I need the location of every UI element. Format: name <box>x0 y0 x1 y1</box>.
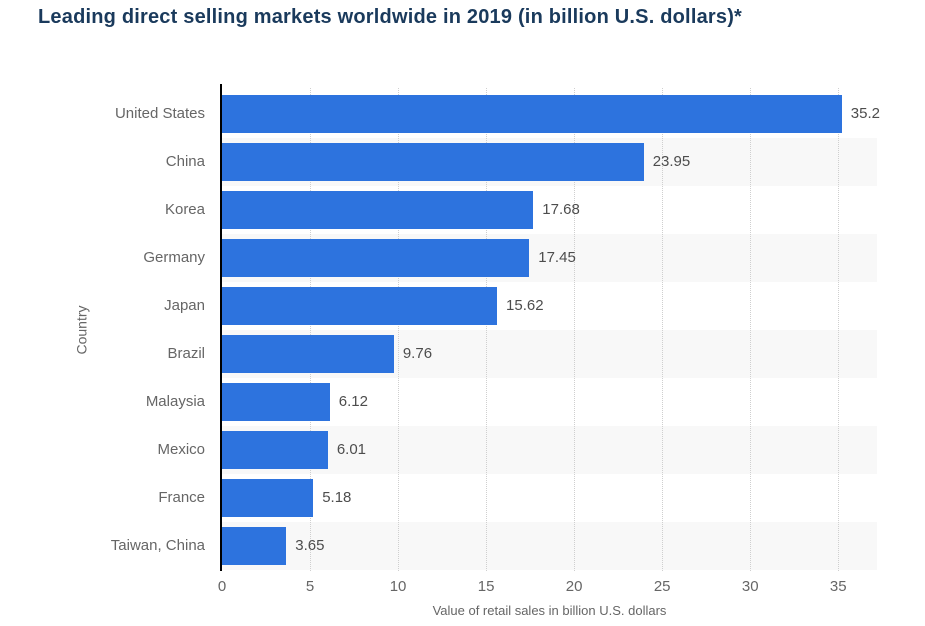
category-label: Mexico <box>157 441 205 458</box>
x-axis-ticks: 0 5 10 15 20 25 30 35 <box>218 578 877 598</box>
category-label: United States <box>114 105 205 122</box>
bar <box>222 191 534 229</box>
bar-row: France 5.18 <box>0 474 925 522</box>
bar <box>222 95 842 133</box>
bar-row: Brazil 9.76 <box>0 330 925 378</box>
bar <box>222 143 644 181</box>
value-label: 5.18 <box>322 489 352 506</box>
value-label: 15.62 <box>506 297 544 314</box>
chart-title: Leading direct selling markets worldwide… <box>38 6 743 28</box>
bar-track: 5.18 <box>222 474 877 522</box>
category-label: Taiwan, China <box>110 537 205 554</box>
bar-row: United States 35.2 <box>0 90 925 138</box>
bar-track: 17.45 <box>222 234 877 282</box>
category-label: Brazil <box>167 345 205 362</box>
value-label: 3.65 <box>295 537 325 554</box>
bar <box>222 527 287 565</box>
bar-track: 6.12 <box>222 378 877 426</box>
bar <box>222 287 498 325</box>
bar <box>222 431 328 469</box>
bar <box>222 383 330 421</box>
value-label: 17.68 <box>542 201 580 218</box>
x-tick-label: 20 <box>565 578 583 595</box>
x-tick-label: 0 <box>217 578 227 595</box>
bar-track: 23.95 <box>222 138 877 186</box>
x-axis-label: Value of retail sales in billion U.S. do… <box>432 603 667 618</box>
bar <box>222 479 314 517</box>
bar <box>222 239 530 277</box>
value-label: 9.76 <box>402 345 433 362</box>
bar-track: 6.01 <box>222 426 877 474</box>
value-label: 17.45 <box>538 249 576 266</box>
bar-row: China 23.95 <box>0 138 925 186</box>
bar-row: Japan 15.62 <box>0 282 925 330</box>
category-label: Germany <box>143 249 205 266</box>
bar-row: Malaysia 6.12 <box>0 378 925 426</box>
bar-track: 9.76 <box>222 330 877 378</box>
category-label: Japan <box>164 297 205 314</box>
x-tick-label: 15 <box>477 578 495 595</box>
bar-track: 17.68 <box>222 186 877 234</box>
bar-track: 3.65 <box>222 522 877 570</box>
x-tick-label: 30 <box>741 578 759 595</box>
x-tick-label: 25 <box>653 578 671 595</box>
x-tick-label: 5 <box>305 578 315 595</box>
bar-row: Korea 17.68 <box>0 186 925 234</box>
category-label: China <box>165 153 205 170</box>
bar-row: Taiwan, China 3.65 <box>0 522 925 570</box>
bar-track: 15.62 <box>222 282 877 330</box>
category-label: Malaysia <box>145 393 205 410</box>
value-label: 6.12 <box>338 393 368 410</box>
value-label: 35.2 <box>850 105 880 122</box>
x-tick-label: 10 <box>389 578 407 595</box>
value-label: 6.01 <box>336 441 367 458</box>
category-label: France <box>158 489 205 506</box>
value-label: 23.95 <box>652 153 691 170</box>
bar-row: Mexico 6.01 <box>0 426 925 474</box>
x-tick-label: 35 <box>829 578 847 595</box>
category-label: Korea <box>164 201 205 218</box>
bar <box>222 335 394 373</box>
y-axis-line <box>220 84 222 571</box>
bar-track: 35.2 <box>222 90 880 138</box>
bar-row: Germany 17.45 <box>0 234 925 282</box>
